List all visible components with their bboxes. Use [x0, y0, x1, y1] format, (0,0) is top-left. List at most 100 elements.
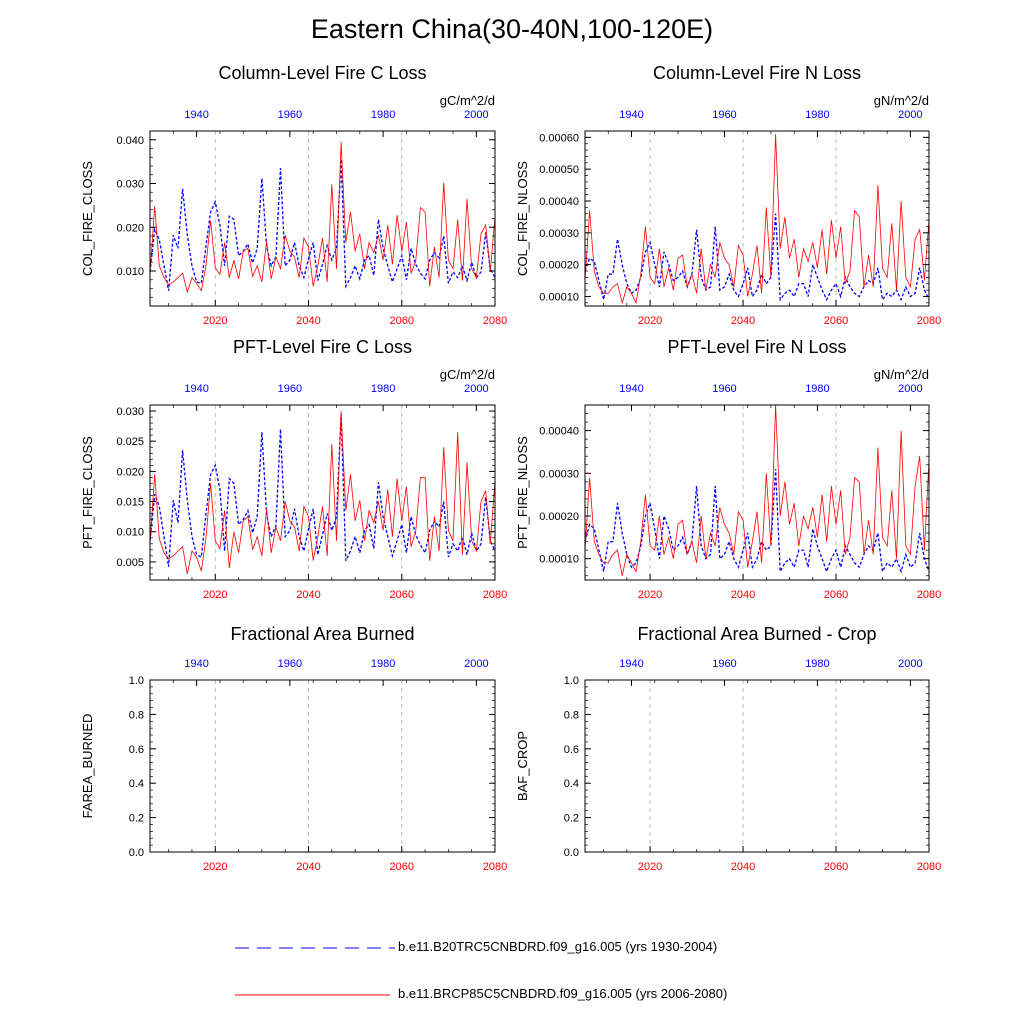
x-tick-label-top: 1960 — [712, 383, 736, 395]
series-line-historical — [584, 468, 930, 574]
plot-frame — [149, 130, 496, 307]
units-label: gN/m^2/d — [874, 93, 929, 108]
x-tick-label-bottom: 2020 — [638, 315, 662, 327]
x-tick-label-top: 1980 — [371, 109, 395, 121]
y-tick-label: 0.00030 — [539, 468, 579, 480]
x-tick-label-top: 2000 — [464, 109, 488, 121]
y-axis-label: PFT_FIRE_CLOSS — [80, 436, 95, 549]
y-tick-label: 0.4 — [129, 778, 144, 790]
y-tick-label: 0.00040 — [539, 196, 579, 208]
series-line-historical — [149, 159, 496, 291]
y-tick-label: 0.00020 — [539, 511, 579, 523]
series-line-rcp85 — [149, 410, 496, 575]
y-tick-label: 0.4 — [564, 778, 579, 790]
units-label: gN/m^2/d — [874, 367, 929, 382]
series-line-rcp85 — [584, 134, 930, 305]
plot-frame — [149, 404, 496, 581]
panel-title: PFT-Level Fire N Loss — [667, 337, 846, 357]
x-tick-label-top: 1960 — [278, 658, 302, 670]
y-tick-label: 0.6 — [129, 744, 144, 756]
x-tick-label-top: 1980 — [371, 383, 395, 395]
x-tick-label-top: 1980 — [805, 383, 829, 395]
y-tick-label: 0.005 — [116, 557, 144, 569]
y-tick-label: 0.00030 — [539, 228, 579, 240]
x-tick-label-bottom: 2080 — [917, 315, 941, 327]
units-label: gC/m^2/d — [440, 367, 495, 382]
panel-title: Column-Level Fire C Loss — [218, 63, 426, 83]
x-tick-label-top: 2000 — [898, 383, 922, 395]
panel-title: PFT-Level Fire C Loss — [233, 337, 412, 357]
legend-swatch-historical — [235, 947, 395, 949]
x-tick-label-bottom: 2040 — [296, 589, 320, 601]
x-tick-label-top: 1960 — [278, 109, 302, 121]
y-tick-label: 0.0 — [129, 847, 144, 859]
plot-frame — [584, 130, 930, 307]
x-tick-label-bottom: 2040 — [296, 315, 320, 327]
y-tick-label: 0.020 — [116, 222, 144, 234]
x-tick-label-top: 1940 — [619, 383, 643, 395]
x-tick-label-top: 1980 — [805, 109, 829, 121]
x-tick-label-bottom: 2020 — [638, 589, 662, 601]
y-axis-label: COL_FIRE_NLOSS — [515, 161, 530, 276]
y-tick-label: 0.015 — [116, 497, 144, 509]
x-tick-label-bottom: 2060 — [824, 315, 848, 327]
x-tick-label-bottom: 2060 — [824, 589, 848, 601]
x-tick-label-top: 1960 — [712, 109, 736, 121]
y-tick-label: 0.010 — [116, 266, 144, 278]
x-tick-label-bottom: 2040 — [731, 861, 755, 873]
y-tick-label: 0.00060 — [539, 132, 579, 144]
x-tick-label-top: 1960 — [712, 658, 736, 670]
x-tick-label-top: 2000 — [464, 383, 488, 395]
panel-title: Fractional Area Burned — [230, 624, 414, 644]
plot-frame — [149, 679, 496, 853]
x-tick-label-top: 1940 — [184, 383, 208, 395]
plot-frame — [584, 679, 930, 853]
y-tick-label: 0.030 — [116, 179, 144, 191]
units-label: gC/m^2/d — [440, 93, 495, 108]
x-tick-label-bottom: 2060 — [390, 861, 414, 873]
x-tick-label-bottom: 2040 — [731, 589, 755, 601]
x-tick-label-bottom: 2060 — [390, 315, 414, 327]
y-tick-label: 0.040 — [116, 135, 144, 147]
y-tick-label: 0.00050 — [539, 164, 579, 176]
x-tick-label-top: 2000 — [898, 658, 922, 670]
x-tick-label-bottom: 2080 — [483, 315, 507, 327]
x-tick-label-top: 1940 — [619, 658, 643, 670]
y-axis-label: FAREA_BURNED — [80, 714, 95, 819]
series-line-historical — [149, 414, 496, 567]
x-tick-label-bottom: 2020 — [638, 861, 662, 873]
series-line-rcp85 — [149, 141, 496, 294]
series-line-historical — [584, 213, 930, 302]
y-tick-label: 0.00040 — [539, 426, 579, 438]
figure-title: Eastern China(30-40N,100-120E) — [310, 14, 714, 44]
y-tick-label: 0.00010 — [539, 291, 579, 303]
series-line-rcp85 — [584, 404, 930, 576]
y-tick-label: 0.030 — [116, 406, 144, 418]
x-tick-label-top: 1940 — [619, 109, 643, 121]
panel-title: Fractional Area Burned - Crop — [637, 624, 876, 644]
legend-label-historical: b.e11.B20TRC5CNBDRD.f09_g16.005 (yrs 193… — [398, 939, 718, 954]
y-tick-label: 0.8 — [129, 709, 144, 721]
x-tick-label-top: 1940 — [184, 658, 208, 670]
x-tick-label-top: 1980 — [805, 658, 829, 670]
plot-frame — [584, 404, 930, 581]
y-tick-label: 0.00010 — [539, 554, 579, 566]
y-tick-label: 0.0 — [564, 847, 579, 859]
y-tick-label: 0.2 — [564, 813, 579, 825]
x-tick-label-bottom: 2080 — [917, 861, 941, 873]
x-tick-label-bottom: 2060 — [390, 589, 414, 601]
y-axis-label: PFT_FIRE_NLOSS — [515, 436, 530, 549]
x-tick-label-top: 1980 — [371, 658, 395, 670]
y-axis-label: BAF_CROP — [515, 731, 530, 801]
y-tick-label: 0.025 — [116, 436, 144, 448]
y-tick-label: 0.00020 — [539, 260, 579, 272]
x-tick-label-bottom: 2080 — [483, 861, 507, 873]
x-tick-label-bottom: 2020 — [203, 589, 227, 601]
x-tick-label-bottom: 2080 — [483, 589, 507, 601]
y-tick-label: 1.0 — [129, 675, 144, 687]
x-tick-label-bottom: 2020 — [203, 861, 227, 873]
x-tick-label-top: 2000 — [898, 109, 922, 121]
x-tick-label-bottom: 2060 — [824, 861, 848, 873]
y-axis-label: COL_FIRE_CLOSS — [80, 161, 95, 276]
